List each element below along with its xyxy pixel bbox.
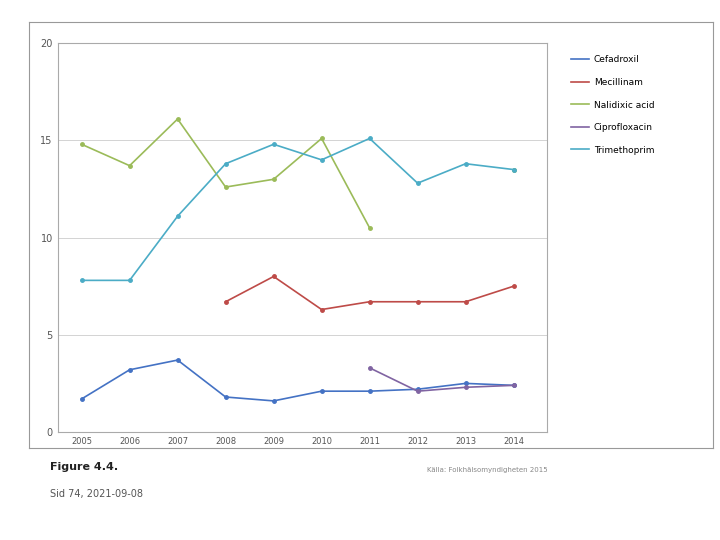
Cefadroxil (125, 367, 134, 373)
Trimethoprim (365, 135, 374, 141)
Trimethoprim (318, 157, 326, 163)
Trimethoprim (269, 141, 278, 147)
Cefadroxil (413, 386, 422, 393)
Cefadroxil (318, 388, 326, 394)
Mecillinam (413, 299, 422, 305)
Mecillinam (318, 306, 326, 313)
Ciprofloxacin (509, 382, 518, 389)
Ciprofloxacin (462, 384, 470, 390)
Cefadroxil (77, 396, 86, 402)
Trimethoprim (77, 277, 86, 284)
Text: Källa: Folkhälsomyndigheten 2015: Källa: Folkhälsomyndigheten 2015 (426, 467, 547, 473)
Trimethoprim (413, 180, 422, 186)
Line: Cefadroxil: Cefadroxil (80, 359, 516, 403)
Cefadroxil (509, 382, 518, 389)
Cefadroxil (365, 388, 374, 394)
Nalidixic acid (77, 141, 86, 147)
Nalidixic acid (125, 163, 134, 169)
Nalidixic acid (221, 184, 230, 190)
Trimethoprim (174, 213, 182, 219)
Trimethoprim (221, 160, 230, 167)
Cefadroxil (462, 380, 470, 387)
Legend: Cefadroxil, Mecillinam, Nalidixic acid, Ciprofloxacin, Trimethoprim: Cefadroxil, Mecillinam, Nalidixic acid, … (571, 56, 654, 154)
Text: Figure 4.4.: Figure 4.4. (50, 462, 119, 472)
Nalidixic acid (365, 225, 374, 231)
Trimethoprim (125, 277, 134, 284)
Mecillinam (269, 273, 278, 280)
Ciprofloxacin (413, 388, 422, 394)
Text: Sid 74, 2021-09-08: Sid 74, 2021-09-08 (50, 489, 143, 499)
Line: Mecillinam: Mecillinam (224, 275, 516, 311)
Line: Nalidixic acid: Nalidixic acid (80, 117, 372, 230)
Line: Trimethoprim: Trimethoprim (80, 137, 516, 282)
Mecillinam (462, 299, 470, 305)
Nalidixic acid (269, 176, 278, 183)
Trimethoprim (462, 160, 470, 167)
Cefadroxil (221, 394, 230, 400)
Ciprofloxacin (365, 364, 374, 371)
Nalidixic acid (174, 116, 182, 122)
Trimethoprim (509, 166, 518, 173)
Mecillinam (365, 299, 374, 305)
Cefadroxil (269, 397, 278, 404)
Nalidixic acid (318, 135, 326, 141)
Mecillinam (221, 299, 230, 305)
Mecillinam (509, 283, 518, 289)
Cefadroxil (174, 357, 182, 363)
Line: Ciprofloxacin: Ciprofloxacin (368, 366, 516, 393)
